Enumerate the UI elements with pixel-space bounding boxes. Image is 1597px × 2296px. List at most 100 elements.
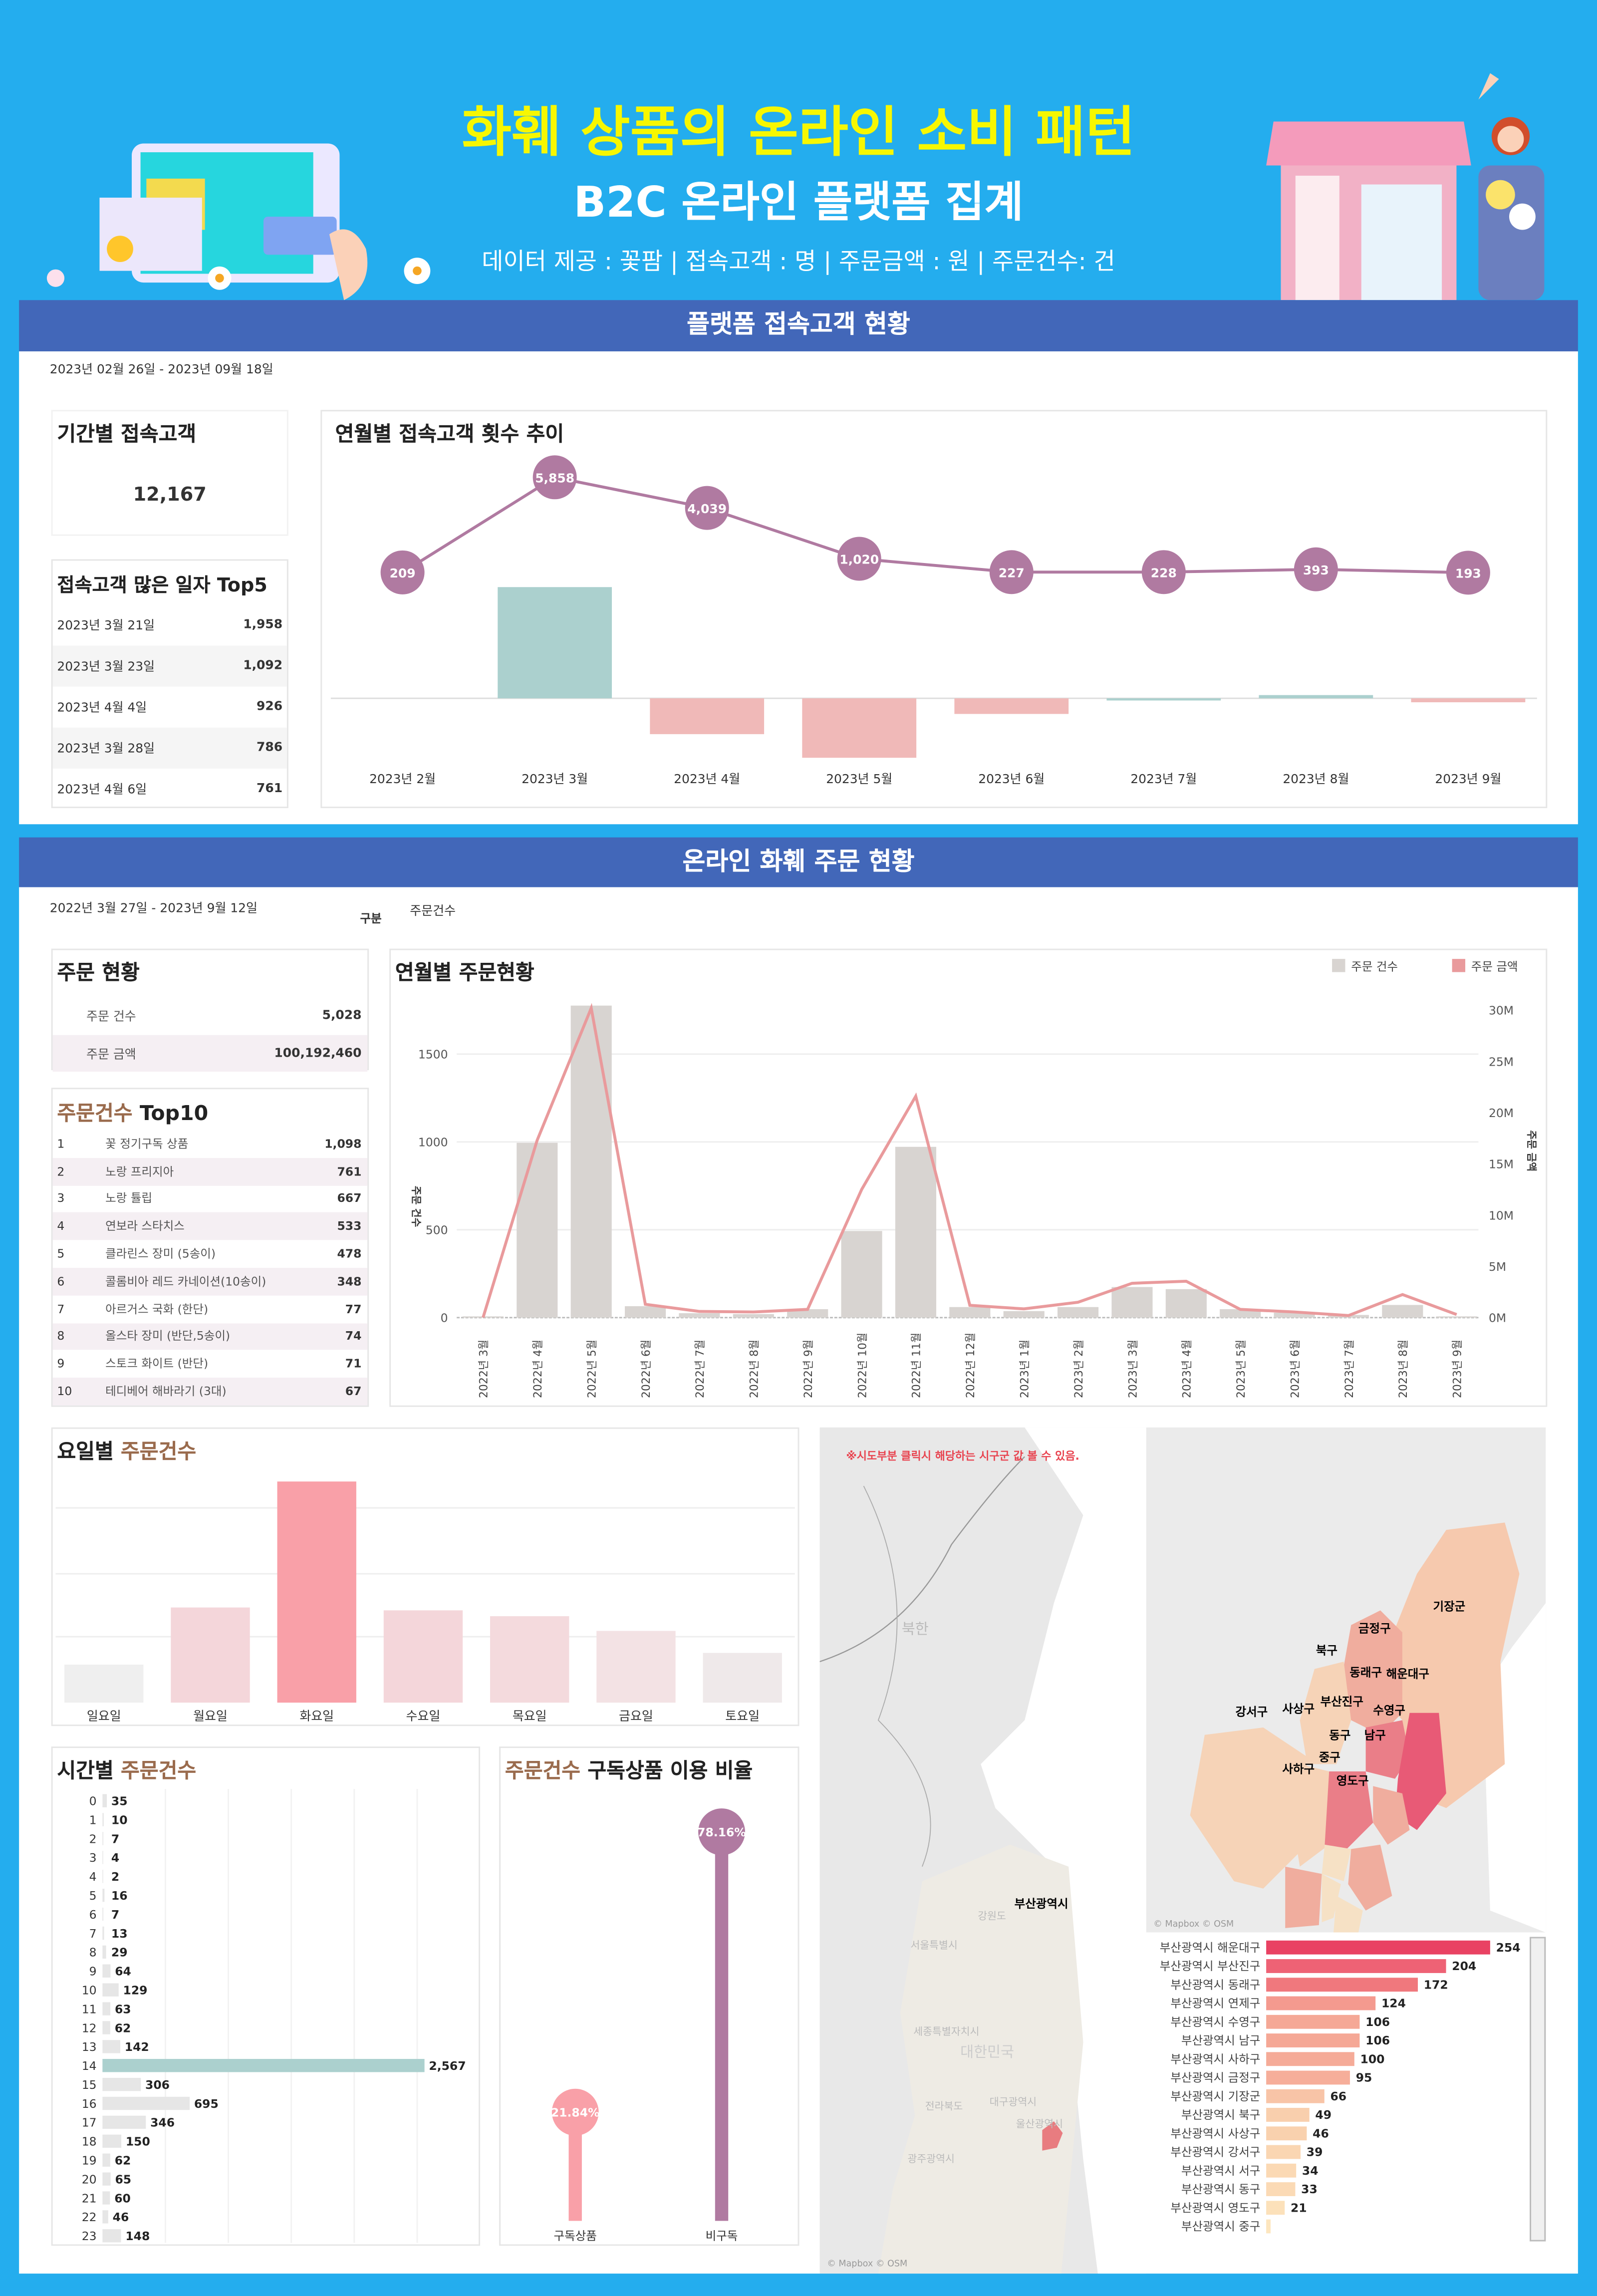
- district-geumjeong[interactable]: [1339, 1610, 1402, 1735]
- korea-map[interactable]: 북한 강원도 서울특별시 세종특별자치시 대한민국 전라북도 대구광역시 울산광…: [819, 1427, 1146, 2274]
- district-label: 부산광역시 연제구: [1170, 1997, 1260, 2010]
- top5-row: 2023년 3월 23일 1,092: [52, 645, 287, 687]
- top10-row: 4 연보라 스타치스 533: [52, 1212, 368, 1240]
- change-bar: [954, 698, 1069, 714]
- hour-bar: [102, 1926, 104, 1940]
- district-nam[interactable]: [1348, 1844, 1392, 1911]
- month-label: 2022년 11월: [911, 1333, 923, 1398]
- visitor-point: [1446, 551, 1490, 595]
- hour-label: 6: [89, 1908, 97, 1922]
- district-busanjin[interactable]: [1325, 1771, 1373, 1852]
- top5-value: 1,092: [243, 658, 283, 674]
- district-buk[interactable]: [1300, 1662, 1351, 1764]
- flower-shop-illustration: [1266, 73, 1545, 300]
- busan-region[interactable]: [1042, 2121, 1063, 2151]
- change-bar: [802, 698, 917, 758]
- district-gangseo[interactable]: [1190, 1727, 1308, 1889]
- map-label: 대한민국: [960, 2043, 1014, 2060]
- map-label: 광주광역시: [908, 2153, 955, 2165]
- top10-rank: 3: [57, 1192, 65, 1206]
- data-source-info: 데이터 제공 : 꽃팜 | 접속고객 : 명 | 주문금액 : 원 | 주문건수…: [482, 247, 1115, 276]
- district-value: 95: [1356, 2071, 1372, 2085]
- busan-district-map[interactable]: 기장군 금정구 북구 동래구 해운대구 강서구 사상구 부산진구 수영구 동구 …: [1146, 1427, 1546, 1933]
- weekday-label: 토요일: [725, 1709, 760, 1723]
- district-dong[interactable]: [1322, 1844, 1351, 1882]
- legend-swatch-amount: [1452, 959, 1466, 972]
- filter-value-dropdown[interactable]: 주문건수: [410, 904, 456, 919]
- filter-label: 구분: [360, 912, 382, 925]
- top10-value: 761: [337, 1164, 362, 1178]
- hour-value: 7: [111, 1832, 119, 1846]
- hour-label: 19: [82, 2154, 97, 2168]
- top10-title-accent: 주문건수: [57, 1102, 133, 1126]
- visitor-point-label: 193: [1455, 567, 1481, 581]
- district-value: 204: [1452, 1959, 1476, 1973]
- district-label: 부산광역시 사상구: [1170, 2126, 1260, 2140]
- district-label: 부산광역시 수영구: [1170, 2015, 1260, 2029]
- section-visitors-header: 플랫폼 접속고객 현황: [19, 300, 1578, 351]
- south-korea-region[interactable]: [878, 1844, 1083, 2274]
- district-suyeong[interactable]: [1373, 1786, 1410, 1845]
- month-label: 2022년 8월: [749, 1340, 761, 1398]
- district-yeongdo[interactable]: [1333, 1896, 1363, 1933]
- top10-name: 올스타 장미 (반단,5송이): [105, 1330, 231, 1344]
- hour-value: 148: [125, 2229, 150, 2243]
- hour-bar: [102, 1983, 119, 1997]
- district-list-scrollbar[interactable]: [1530, 1937, 1546, 2242]
- district-label: 부산광역시 남구: [1181, 2033, 1261, 2047]
- top10-name: 클라린스 장미 (5송이): [105, 1247, 216, 1261]
- hourly-orders-title: 시간별 주문건수: [57, 1755, 196, 1785]
- hour-bar: [102, 2002, 111, 2015]
- district-bar: [1266, 1978, 1418, 1992]
- hour-bar: [102, 2134, 122, 2148]
- district-bar: [1266, 2163, 1297, 2178]
- month-label: 2023년 9월: [1452, 1340, 1464, 1398]
- top10-row: 6 콜롬비아 레드 카네이션(10송이) 348: [52, 1268, 368, 1296]
- order-count-bar: [841, 1231, 882, 1318]
- y-right-tick-label: 20M: [1489, 1106, 1514, 1120]
- order-amount-line: [482, 1003, 1457, 1318]
- top5-date: 2023년 3월 28일: [57, 742, 155, 757]
- top5-value: 1,958: [243, 617, 283, 633]
- weekday-label: 화요일: [299, 1709, 334, 1723]
- top10-name: 콜롬비아 레드 카네이션(10송이): [105, 1275, 266, 1288]
- hour-bar: [102, 2040, 121, 2053]
- month-label: 2023년 8월: [1397, 1340, 1410, 1398]
- subscription-plot: 21.84% 구독상품 78.16% 비구독: [551, 1808, 746, 2243]
- order-count-bar: [1165, 1289, 1207, 1318]
- summary-row-amount: 주문 금액 100,192,460: [52, 1035, 368, 1072]
- weekday-orders-title: 요일별 주문건수: [57, 1436, 196, 1465]
- hour-value: 64: [115, 1965, 131, 1979]
- top5-title: 접속고객 많은 일자 Top5: [57, 575, 267, 597]
- hour-bar: [102, 2191, 110, 2205]
- district-bar: [1266, 2145, 1301, 2159]
- weekday-title-prefix: 요일별: [57, 1440, 114, 1464]
- district-dongnae[interactable]: [1365, 1720, 1410, 1779]
- district-sasang[interactable]: [1292, 1764, 1330, 1867]
- month-label: 2023년 2월: [1073, 1340, 1085, 1398]
- top10-title-rest: Top10: [139, 1102, 209, 1126]
- map-label-selected: 부산광역시: [1015, 1897, 1068, 1911]
- change-bar: [1411, 698, 1526, 702]
- district-jung[interactable]: [1322, 1874, 1341, 1923]
- visitor-point: [837, 537, 881, 581]
- visitor-point-label: 393: [1303, 563, 1329, 577]
- hour-label: 21: [82, 2191, 97, 2205]
- district-value: 106: [1365, 2015, 1390, 2029]
- top5-row: 2023년 4월 6일 761: [53, 769, 287, 810]
- district-saha[interactable]: [1285, 1866, 1322, 1928]
- hour-label: 20: [82, 2172, 97, 2186]
- top10-rank: 4: [57, 1220, 65, 1233]
- map-instruction-note: ※시도부분 클릭시 해당하는 시구군 값 볼 수 있음.: [846, 1450, 1079, 1462]
- hour-bar: [102, 2096, 190, 2110]
- hour-value: 35: [111, 1794, 128, 1808]
- top10-row: 8 올스타 장미 (반단,5송이) 74: [52, 1323, 368, 1351]
- order-count-bar: [949, 1307, 991, 1318]
- order-count-bar: [624, 1306, 666, 1318]
- district-label: 부산광역시 동래구: [1170, 1978, 1260, 1992]
- district-label: 영도구: [1336, 1773, 1369, 1787]
- order-count-bar: [570, 1005, 612, 1318]
- district-haeundae[interactable]: [1395, 1713, 1446, 1830]
- y-tick-label: 500: [426, 1223, 448, 1237]
- order-count-bar: [1436, 1316, 1477, 1318]
